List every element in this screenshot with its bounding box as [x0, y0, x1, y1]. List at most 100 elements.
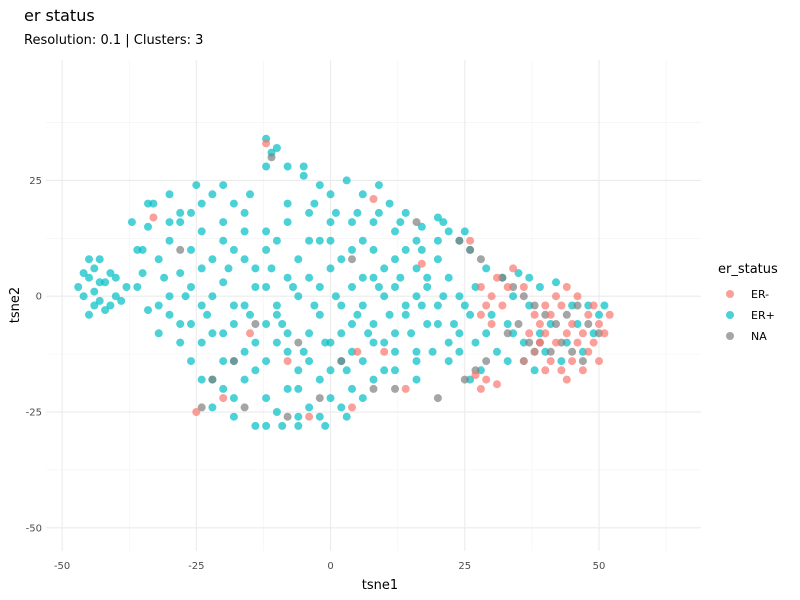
data-point: [348, 218, 356, 227]
chart-title: er status: [24, 6, 95, 25]
data-point: [208, 190, 217, 199]
data-point: [369, 338, 378, 347]
data-point: [573, 301, 582, 310]
data-point: [219, 278, 228, 287]
data-point: [224, 264, 233, 273]
data-point: [251, 338, 260, 347]
data-point: [509, 292, 518, 301]
data-point: [229, 301, 238, 310]
data-point: [487, 292, 496, 301]
data-point: [401, 310, 410, 319]
y-tick-label: -50: [26, 523, 42, 534]
data-point: [552, 338, 560, 347]
data-point: [310, 199, 319, 208]
data-point: [165, 190, 174, 199]
data-point: [176, 338, 185, 347]
data-point: [305, 236, 314, 245]
data-point: [423, 283, 432, 291]
data-point: [412, 218, 421, 227]
data-point: [144, 222, 152, 231]
data-point: [412, 357, 421, 366]
data-point: [530, 366, 539, 375]
data-point: [595, 357, 603, 366]
y-axis-label: tsne2: [8, 287, 23, 323]
data-point: [111, 292, 120, 301]
data-point: [246, 329, 254, 338]
data-point: [417, 222, 426, 231]
data-point: [305, 357, 314, 366]
data-point: [219, 236, 228, 245]
data-point: [466, 245, 475, 254]
data-point: [380, 264, 389, 273]
data-point: [412, 347, 421, 356]
points-layer: [74, 134, 614, 430]
data-point: [433, 236, 442, 245]
data-point: [203, 310, 212, 319]
data-point: [364, 329, 373, 338]
data-point: [294, 292, 303, 301]
data-point: [310, 301, 319, 310]
data-point: [353, 208, 362, 217]
data-point: [578, 357, 587, 366]
data-point: [498, 301, 507, 310]
data-point: [578, 366, 587, 375]
data-point: [600, 329, 609, 338]
data-point: [433, 394, 442, 403]
data-point: [229, 412, 238, 421]
data-point: [584, 347, 593, 356]
data-point: [251, 421, 260, 430]
data-point: [138, 269, 147, 278]
data-point: [482, 264, 491, 273]
legend-title: er_status: [718, 262, 778, 277]
data-point: [391, 227, 399, 236]
data-point: [417, 245, 426, 254]
data-point: [331, 208, 340, 217]
data-point: [192, 408, 201, 416]
data-point: [342, 176, 351, 185]
data-point: [144, 306, 152, 315]
data-point: [503, 320, 512, 328]
data-point: [315, 394, 324, 403]
data-point: [229, 320, 238, 328]
data-point: [326, 236, 335, 245]
x-tick-label: -50: [54, 561, 70, 572]
data-point: [331, 292, 340, 301]
data-point: [482, 329, 491, 338]
data-point: [546, 310, 555, 319]
data-point: [219, 394, 228, 403]
data-point: [385, 310, 394, 319]
data-point: [358, 394, 367, 403]
x-tick-label: 0: [327, 561, 333, 572]
data-point: [95, 296, 104, 305]
data-point: [535, 283, 544, 291]
data-point: [546, 357, 555, 366]
data-point: [229, 245, 238, 254]
data-point: [353, 310, 362, 319]
y-tick-label: 0: [36, 292, 42, 303]
data-point: [358, 357, 367, 366]
data-point: [305, 273, 314, 282]
data-point: [251, 264, 260, 273]
data-point: [262, 245, 271, 254]
data-point: [299, 347, 308, 356]
data-point: [455, 329, 464, 338]
data-point: [267, 153, 276, 162]
data-point: [423, 273, 432, 282]
data-point: [482, 357, 491, 366]
legend-label: ER+: [751, 309, 775, 322]
data-point: [90, 301, 99, 310]
data-point: [208, 375, 217, 384]
data-point: [283, 384, 292, 393]
data-point: [369, 273, 378, 282]
data-point: [262, 394, 271, 403]
data-point: [111, 273, 120, 282]
data-point: [197, 375, 206, 384]
data-point: [326, 190, 335, 199]
data-point: [493, 273, 501, 282]
data-point: [246, 190, 254, 199]
data-point: [187, 283, 195, 291]
data-point: [240, 403, 249, 412]
data-point: [305, 208, 314, 217]
data-point: [439, 218, 448, 227]
data-point: [401, 245, 410, 254]
